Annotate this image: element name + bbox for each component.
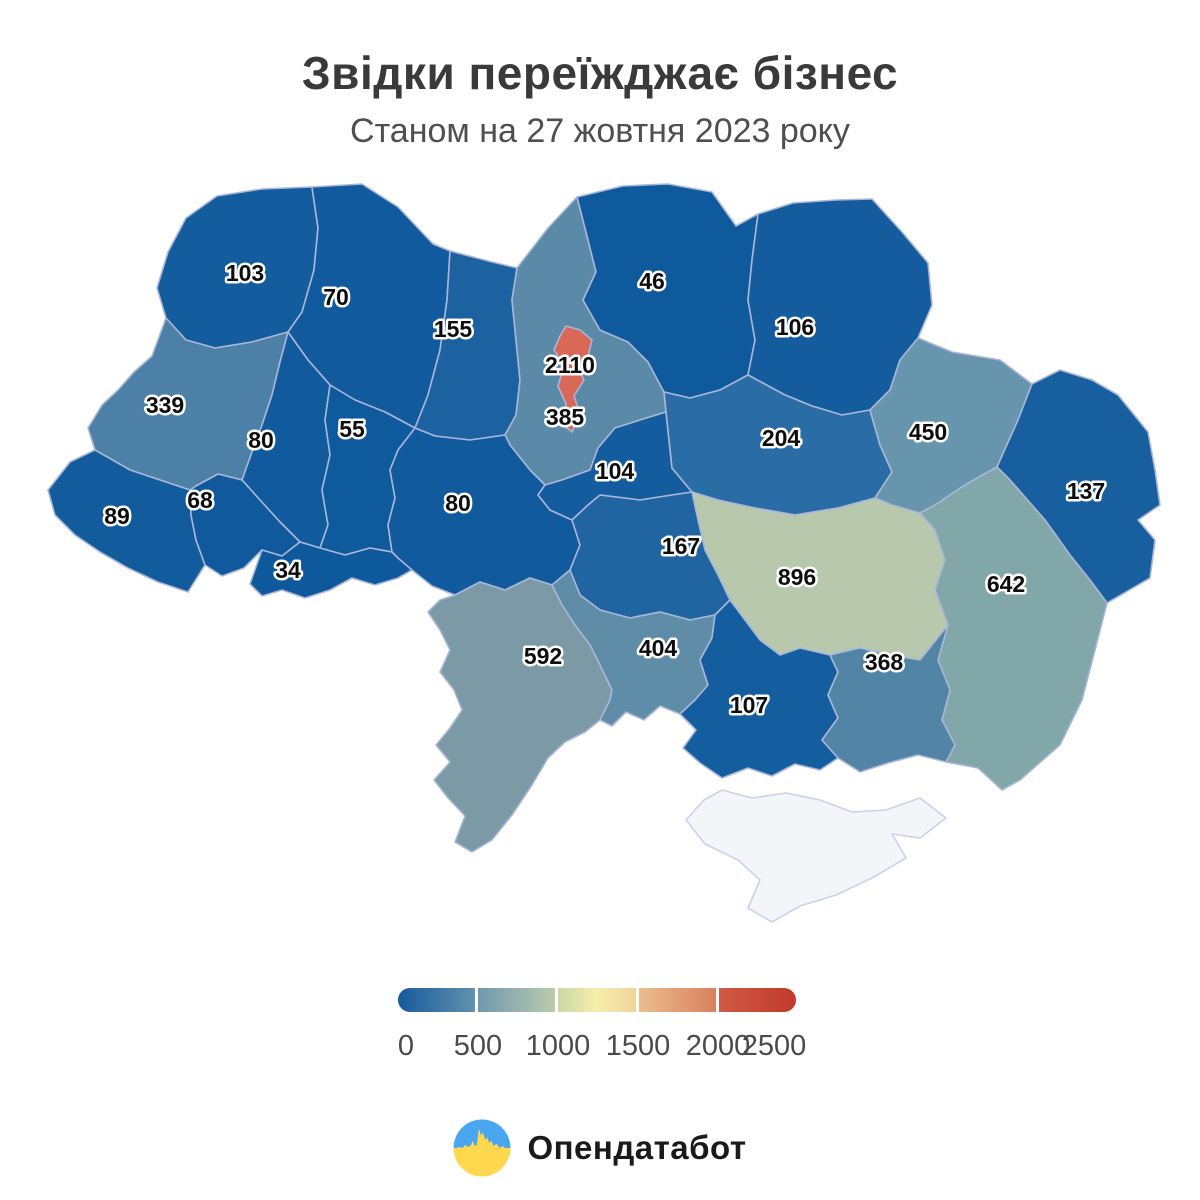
region-value-label-zhytomyr: 155 [434,316,473,342]
region-value-label-chernivtsi: 34 [275,557,301,583]
region-value-label-mykolaiv: 404 [639,635,678,661]
legend-segment-3 [638,988,716,1012]
region-value-label-kyiv-city: 2110 [545,352,595,378]
legend-tick-500: 500 [453,1030,503,1062]
region-value-label-chernihiv: 46 [639,268,665,294]
region-value-label-luhansk: 137 [1067,478,1105,504]
legend-tick-1500: 1500 [605,1030,671,1062]
region-value-label-lviv: 339 [146,392,184,418]
legend-segment-1 [478,988,556,1012]
legend-segment-4 [718,988,797,1012]
region-zaporizhzhia [821,624,956,773]
region-value-label-poltava: 204 [762,425,801,451]
logo-skyline-pulse [453,1128,511,1157]
legend-tick-2500: 2500 [741,1030,807,1062]
region-value-label-kharkiv: 450 [909,419,947,445]
page-title: Звідки переїжджає бізнес [301,47,899,99]
region-value-label-kirovohrad: 167 [662,533,700,559]
region-chernivtsi [249,541,413,599]
legend-tick-2000: 2000 [685,1030,751,1062]
region-value-label-kherson: 107 [730,692,768,718]
region-value-label-odesa: 592 [524,643,562,669]
region-kyiv-city [553,325,593,433]
color-scale-ticks: 0 500 1000 1500 2000 2500 [397,1030,806,1070]
brand-name: Опендатабот [527,1129,747,1166]
region-value-label-khmelnytskyi: 55 [339,416,365,442]
region-crimea [685,789,947,923]
region-value-label-ternopil: 80 [248,427,274,453]
region-value-label-zakarpattia: 89 [104,503,130,529]
region-value-label-donetsk: 642 [987,571,1025,597]
region-zakarpattia [47,449,206,593]
region-value-label-cherkasy: 104 [596,458,635,484]
legend-segment-2 [558,988,636,1012]
legend-tick-1000: 1000 [525,1030,591,1062]
region-value-label-vinnytsia: 80 [445,490,471,516]
legend-tick-0: 0 [397,1030,415,1062]
opendatabot-logo-icon [453,1119,511,1177]
color-scale-legend [398,988,797,1012]
region-value-label-zaporizhzhia: 368 [865,649,904,675]
page-subtitle: Станом на 27 жовтня 2023 року [350,112,850,150]
region-value-label-kyiv-oblast: 385 [546,404,585,430]
region-value-label-ivano-frankivsk: 68 [187,487,213,513]
brand-footer: Опендатабот [0,1118,1200,1178]
region-kherson [679,599,839,779]
region-value-label-sumy: 106 [776,314,814,340]
region-value-label-dnipropetrovsk: 896 [778,564,816,590]
region-value-label-rivne: 70 [323,284,349,310]
legend-segment-0 [398,988,476,1012]
region-value-label-volyn: 103 [226,260,264,286]
